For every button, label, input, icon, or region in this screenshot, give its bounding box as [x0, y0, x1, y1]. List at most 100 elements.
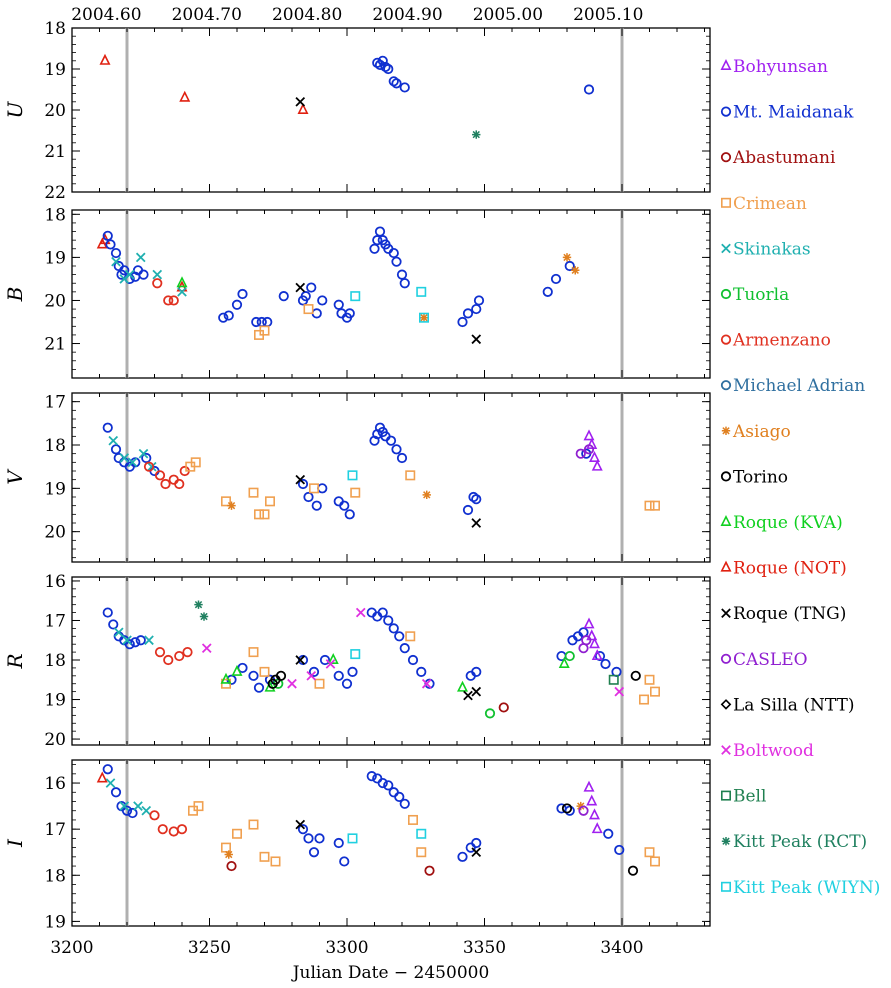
- data-point-r: [424, 678, 435, 689]
- data-point-i: [377, 777, 388, 789]
- data-point-v: [471, 494, 482, 505]
- data-point-r: [405, 631, 416, 642]
- data-point-v: [143, 461, 155, 472]
- data-point-i: [121, 805, 133, 816]
- x-tick-label: 3400: [600, 938, 643, 958]
- data-point-i: [141, 805, 152, 816]
- data-point-i: [614, 844, 625, 856]
- data-point-r: [231, 664, 243, 676]
- legend-symbol: [721, 745, 731, 755]
- legend-item: Roque (TNG): [733, 604, 846, 624]
- data-point-b: [218, 312, 229, 323]
- data-point-v: [391, 444, 402, 455]
- data-point-b: [152, 278, 163, 289]
- data-point-b: [333, 299, 344, 310]
- data-point-b: [138, 269, 149, 280]
- data-point-u: [399, 82, 410, 93]
- data-point-b: [462, 308, 474, 319]
- data-point-r: [264, 680, 276, 692]
- data-point-i: [591, 822, 603, 834]
- data-point-r: [341, 678, 353, 689]
- data-point-v: [644, 500, 655, 511]
- data-point-b: [471, 303, 482, 315]
- data-point-v: [347, 470, 358, 481]
- legend-symbol: [720, 106, 732, 117]
- data-point-r: [297, 654, 309, 666]
- data-point-r: [306, 670, 317, 681]
- panel-u-ytick-label: 19: [44, 60, 66, 80]
- top-axis-label: 2004.80: [272, 5, 342, 25]
- legend-symbol: [720, 197, 731, 208]
- data-point-i: [168, 826, 179, 837]
- data-point-b: [311, 308, 322, 319]
- data-point-i: [248, 819, 259, 830]
- data-point-v: [591, 459, 603, 471]
- data-point-i: [603, 828, 614, 839]
- data-point-r: [589, 637, 600, 649]
- data-point-b: [396, 269, 408, 280]
- legend-symbol: [721, 243, 731, 254]
- data-point-i: [561, 803, 573, 814]
- legend-item: Michael Adrian: [733, 376, 865, 396]
- data-point-b: [471, 334, 482, 345]
- data-point-b: [105, 239, 116, 250]
- data-point-r: [416, 666, 427, 677]
- data-point-v: [295, 474, 306, 485]
- data-point-b: [542, 286, 553, 297]
- legend-item: CASLEO: [733, 650, 808, 670]
- legend-item: Abastumani: [732, 148, 836, 168]
- data-point-v: [110, 444, 122, 455]
- data-point-i: [303, 833, 314, 844]
- data-point-b: [457, 316, 468, 328]
- data-point-b: [262, 316, 273, 328]
- legend-symbol: [720, 152, 732, 163]
- data-point-r: [586, 629, 598, 641]
- data-point-r: [194, 600, 203, 609]
- data-point-b: [177, 287, 187, 297]
- data-point-v: [471, 518, 482, 528]
- data-point-b: [550, 273, 562, 285]
- data-point-b: [152, 269, 163, 280]
- panel-i-ytick-label: 17: [44, 820, 66, 840]
- data-point-v: [583, 444, 595, 455]
- data-point-i: [586, 794, 598, 806]
- legend-item: La Silla (NTT): [733, 695, 854, 715]
- data-point-v: [350, 487, 361, 498]
- data-point-i: [133, 801, 143, 811]
- data-point-r: [591, 649, 603, 661]
- data-point-r: [581, 635, 592, 646]
- data-point-r: [594, 650, 606, 662]
- data-point-v: [108, 435, 119, 446]
- x-axis-title: Julian Date − 2450000: [291, 963, 490, 983]
- panel-b-frame: [71, 209, 711, 379]
- legend-symbol: [720, 471, 732, 482]
- legend-item: Torino: [733, 467, 788, 487]
- data-point-b: [303, 304, 314, 315]
- panel-u-ytick-label: 18: [44, 19, 66, 39]
- data-point-v: [311, 500, 322, 511]
- data-point-i: [627, 865, 639, 876]
- data-point-i: [297, 824, 309, 835]
- data-point-v: [259, 509, 270, 520]
- data-point-v: [385, 435, 397, 446]
- data-point-r: [275, 670, 287, 681]
- panel-i-ylabel: I: [3, 838, 27, 848]
- data-point-r: [108, 619, 119, 630]
- x-tick-label: 3300: [325, 938, 368, 958]
- data-point-b: [374, 226, 386, 237]
- data-point-r: [407, 654, 419, 666]
- data-point-i: [259, 851, 270, 862]
- data-point-i: [471, 847, 482, 858]
- data-point-r: [314, 678, 325, 689]
- data-point-v: [583, 429, 595, 441]
- panel-r-ytick-label: 16: [44, 572, 66, 592]
- data-point-v: [649, 500, 660, 511]
- data-point-r: [201, 643, 212, 653]
- data-point-r: [399, 643, 410, 654]
- panel-b-ytick-label: 20: [44, 291, 66, 311]
- data-point-r: [319, 654, 331, 666]
- top-axis-label: 2005.00: [473, 5, 543, 25]
- data-point-i: [576, 801, 585, 811]
- data-point-i: [119, 801, 130, 811]
- data-point-v: [154, 470, 166, 481]
